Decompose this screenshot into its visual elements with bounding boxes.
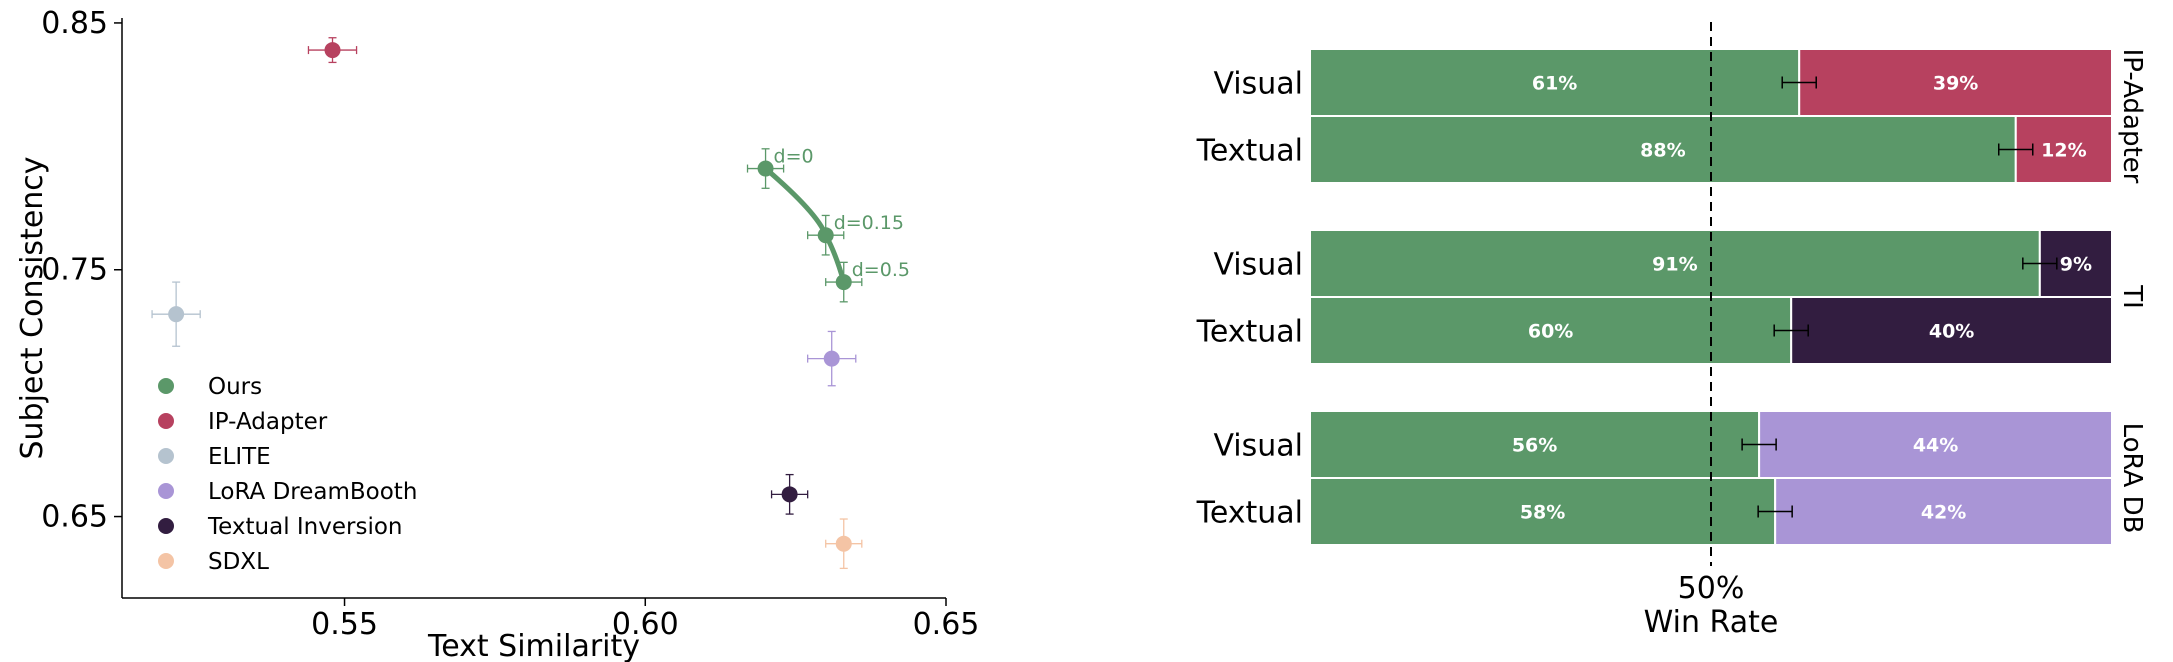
x-axis-title: Text Similarity [427,629,640,662]
bar-row-lora-db-textual: 58% 42% Textual [1196,477,2114,546]
bar-row-ip-adapter-textual: 88% 12% Textual [1196,115,2114,184]
data-point [823,350,840,367]
bar-value-label: 56% [1512,435,1557,457]
row-label: Visual [1213,429,1303,464]
bar-ours [1309,410,1761,479]
x-tick-label: 0.55 [311,607,378,642]
x-axis-title-win-rate: Win Rate [1644,605,1779,640]
x-tick-label: 0.65 [913,607,980,642]
bar-row-ip-adapter-visual: 61% 39% Visual [1213,48,2113,117]
row-label: Textual [1196,315,1303,350]
group-label: IP-Adapter [2117,49,2147,184]
y-ticks: 0.65 0.75 0.85 [41,6,122,535]
data-point [757,160,774,177]
data-point [835,535,852,552]
bar-value-label: 12% [2041,140,2086,162]
bar-row-lora-db-visual: 56% 44% Visual [1213,410,2113,479]
legend-marker [158,413,174,429]
scatter-points: d=0 d=0.15 d=0.5 [151,37,910,570]
bar-error-bars [1741,76,2058,518]
row-label: Textual [1196,134,1303,169]
bar-value-label: 40% [1929,321,1974,343]
point-ip-adapter [307,37,358,64]
group-label: TI [2117,284,2147,309]
bar-ours [1309,477,1777,546]
bar-error-bar [2022,257,2058,270]
y-tick-label: 0.75 [41,253,108,288]
legend-label: IP-Adapter [208,409,328,435]
ours-trend-curve [763,166,847,283]
legend-item: IP-Adapter [158,409,328,435]
scatter-chart: 0.55 0.60 0.65 0.65 0.75 0.85 Text Similarit… [15,6,979,662]
point-elite [151,281,201,347]
legend-marker [158,448,174,464]
legend-marker [158,483,174,499]
data-point [324,42,341,59]
point-annotation: d=0 [774,146,814,168]
legend-label: ELITE [208,444,271,470]
bar-value-label: 9% [2060,254,2092,276]
point-ours: d=0.15 [807,212,904,256]
legend-marker [158,553,174,569]
bar-value-label: 91% [1652,254,1697,276]
point-ours: d=0.5 [825,259,910,303]
bar-value-label: 61% [1532,73,1577,95]
row-label: Textual [1196,496,1303,531]
bar-other [1790,296,2113,365]
bar-value-label: 60% [1528,321,1573,343]
x-tick-label: 0.60 [612,607,679,642]
bar-value-label: 58% [1520,502,1565,524]
legend-item: LoRA DreamBooth [158,479,417,505]
bar-other [1798,48,2113,117]
group-label: LoRA DB [2117,423,2147,534]
bar-ours [1309,115,2017,184]
legend-label: SDXL [208,549,269,575]
bar-ours [1309,48,1801,117]
x-ticks: 0.55 0.60 0.65 [311,598,979,642]
legend-label: Ours [208,374,262,400]
legend-item: ELITE [158,444,271,470]
bar-other [1774,477,2114,546]
row-label: Visual [1213,248,1303,283]
legend-item: Ours [158,374,262,400]
bar-error-bar [1781,76,1817,89]
bar-value-label: 88% [1640,140,1685,162]
y-tick-label: 0.85 [41,6,108,41]
y-axis-title: Subject Consistency [15,156,50,459]
legend-label: LoRA DreamBooth [208,479,417,505]
point-sdxl [825,518,863,570]
bar-error-bar [1741,438,1777,451]
legend: Ours IP-Adapter ELITE LoRA DreamBooth Textua… [158,374,417,575]
point-ours: d=0 [746,146,814,189]
row-label: Visual [1213,67,1303,102]
win-rate-bar-chart: 61% 39% Visual 88% 12% Textual IP-Adapter 91% 9%… [1196,22,2147,640]
bar-rows: 61% 39% Visual 88% 12% Textual IP-Adapter 91% 9%… [1196,48,2147,546]
point-annotation: d=0.15 [834,212,904,234]
legend-item: Textual Inversion [158,514,403,540]
bar-ours [1309,229,2041,298]
bar-row-ti-textual: 60% 40% Textual [1196,296,2113,365]
y-tick-label: 0.65 [41,500,108,535]
data-point [817,227,834,244]
bar-error-bar [1998,143,2034,156]
data-point [781,486,798,503]
point-annotation: d=0.5 [852,259,910,281]
bar-value-label: 39% [1933,73,1978,95]
bar-row-ti-visual: 91% 9% Visual [1213,229,2113,298]
bar-error-bar [1757,505,1793,518]
legend-marker [158,378,174,394]
bar-error-bar [1773,324,1809,337]
legend-label: Textual Inversion [207,514,403,540]
bar-value-label: 42% [1921,502,1966,524]
bar-value-label: 44% [1913,435,1958,457]
point-textual-inversion [770,473,809,515]
point-lora-dreambooth [807,330,857,387]
reference-line-label: 50% [1678,571,1745,606]
legend-marker [158,518,174,534]
data-point [835,274,852,291]
legend-item: SDXL [158,549,269,575]
data-point [168,306,185,323]
